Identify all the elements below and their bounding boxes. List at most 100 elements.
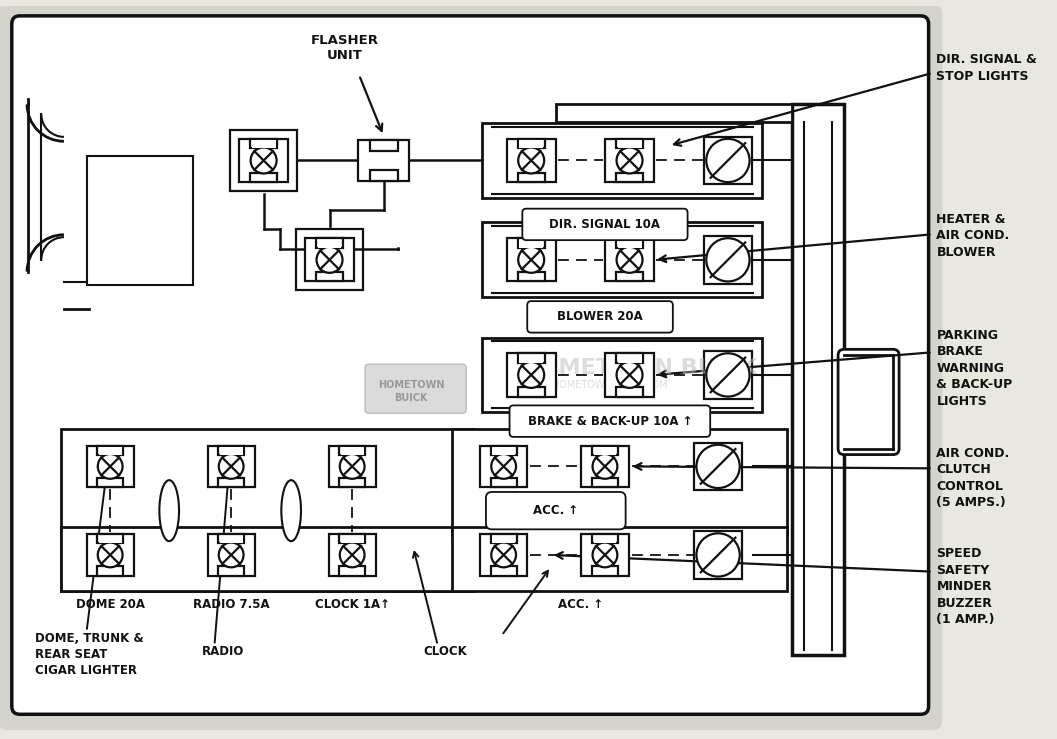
Bar (617, 140, 642, 149)
Circle shape (251, 148, 277, 174)
Bar (581, 534, 629, 576)
Bar (480, 534, 527, 576)
Bar (97, 534, 124, 543)
Bar (218, 534, 244, 543)
Bar (594, 447, 616, 454)
Bar (490, 567, 517, 576)
Bar (87, 155, 192, 285)
Text: HOMETOWN: HOMETOWN (378, 380, 444, 389)
Bar (506, 139, 556, 182)
Text: HOMETOWN BUICK: HOMETOWN BUICK (521, 358, 758, 378)
Bar (694, 443, 742, 490)
Text: RADIO 7.5A: RADIO 7.5A (192, 598, 270, 611)
Circle shape (706, 238, 749, 282)
Text: ACC. ↑: ACC. ↑ (533, 504, 578, 517)
Bar (97, 567, 124, 576)
Bar (316, 272, 344, 282)
Bar (506, 238, 556, 282)
Bar (518, 387, 544, 397)
Bar (358, 140, 409, 181)
Circle shape (339, 454, 365, 479)
Bar (339, 534, 365, 543)
Bar (616, 353, 643, 363)
Text: AIR COND.
CLUTCH
CONTROL
(5 AMPS.): AIR COND. CLUTCH CONTROL (5 AMPS.) (937, 446, 1009, 509)
Bar (594, 536, 616, 543)
Bar (97, 478, 124, 487)
Ellipse shape (160, 480, 179, 541)
Text: DIR. SIGNAL 10A: DIR. SIGNAL 10A (550, 218, 661, 231)
Bar (518, 353, 544, 363)
FancyBboxPatch shape (838, 350, 900, 454)
Circle shape (219, 542, 243, 568)
Bar (843, 355, 893, 449)
Circle shape (697, 534, 740, 576)
Bar (296, 229, 363, 290)
FancyBboxPatch shape (12, 16, 929, 715)
Circle shape (616, 148, 643, 174)
Bar (519, 140, 543, 149)
Text: FLASHER
UNIT: FLASHER UNIT (311, 33, 378, 61)
Circle shape (593, 542, 617, 568)
Circle shape (492, 542, 516, 568)
Bar (207, 534, 255, 576)
Bar (694, 531, 742, 579)
Bar (329, 446, 375, 487)
Bar (605, 139, 654, 182)
Text: CLOCK 1A↑: CLOCK 1A↑ (315, 598, 390, 611)
Bar (239, 139, 289, 182)
Bar (98, 447, 122, 454)
Circle shape (98, 542, 123, 568)
Circle shape (518, 148, 544, 174)
Bar (493, 447, 515, 454)
Circle shape (518, 247, 544, 273)
Bar (616, 238, 643, 248)
Bar (251, 173, 277, 182)
Ellipse shape (281, 480, 301, 541)
FancyBboxPatch shape (522, 208, 688, 240)
Bar (519, 239, 543, 248)
Text: BRAKE & BACK-UP 10A ↑: BRAKE & BACK-UP 10A ↑ (527, 415, 692, 428)
FancyBboxPatch shape (0, 4, 943, 730)
Circle shape (518, 362, 544, 388)
Circle shape (593, 454, 617, 479)
Bar (316, 238, 344, 248)
Bar (616, 139, 643, 149)
FancyBboxPatch shape (486, 492, 626, 529)
Bar (61, 429, 475, 591)
FancyBboxPatch shape (509, 406, 710, 437)
Bar (207, 446, 255, 487)
Bar (482, 123, 762, 198)
Bar (452, 429, 787, 535)
Bar (704, 351, 752, 399)
FancyBboxPatch shape (556, 104, 792, 122)
Bar (518, 139, 544, 149)
Text: BLOWER 20A: BLOWER 20A (557, 310, 643, 324)
Circle shape (697, 445, 740, 488)
Text: HEATER &
AIR COND.
BLOWER: HEATER & AIR COND. BLOWER (937, 213, 1009, 259)
Bar (87, 534, 134, 576)
Bar (339, 446, 365, 454)
Bar (518, 238, 544, 248)
Bar (61, 528, 475, 591)
Bar (452, 528, 787, 591)
Bar (220, 536, 242, 543)
Bar (218, 567, 244, 576)
Bar (329, 534, 375, 576)
Bar (340, 536, 364, 543)
Bar (490, 534, 517, 543)
Bar (581, 446, 629, 487)
Text: ACC. ↑: ACC. ↑ (558, 598, 602, 611)
Circle shape (98, 454, 123, 479)
Text: WWW.HOMETOWNBUICK.COM: WWW.HOMETOWNBUICK.COM (521, 380, 668, 389)
Circle shape (316, 247, 342, 273)
Bar (518, 272, 544, 282)
Text: PARKING
BRAKE
WARNING
& BACK-UP
LIGHTS: PARKING BRAKE WARNING & BACK-UP LIGHTS (937, 329, 1013, 408)
Text: DOME 20A: DOME 20A (76, 598, 145, 611)
Text: RADIO: RADIO (202, 645, 244, 658)
Bar (792, 104, 843, 655)
Bar (97, 446, 124, 454)
Bar (304, 238, 354, 282)
Bar (617, 239, 642, 248)
Bar (605, 353, 654, 397)
Text: SPEED
SAFETY
MINDER
BUZZER
(1 AMP.): SPEED SAFETY MINDER BUZZER (1 AMP.) (937, 547, 995, 626)
